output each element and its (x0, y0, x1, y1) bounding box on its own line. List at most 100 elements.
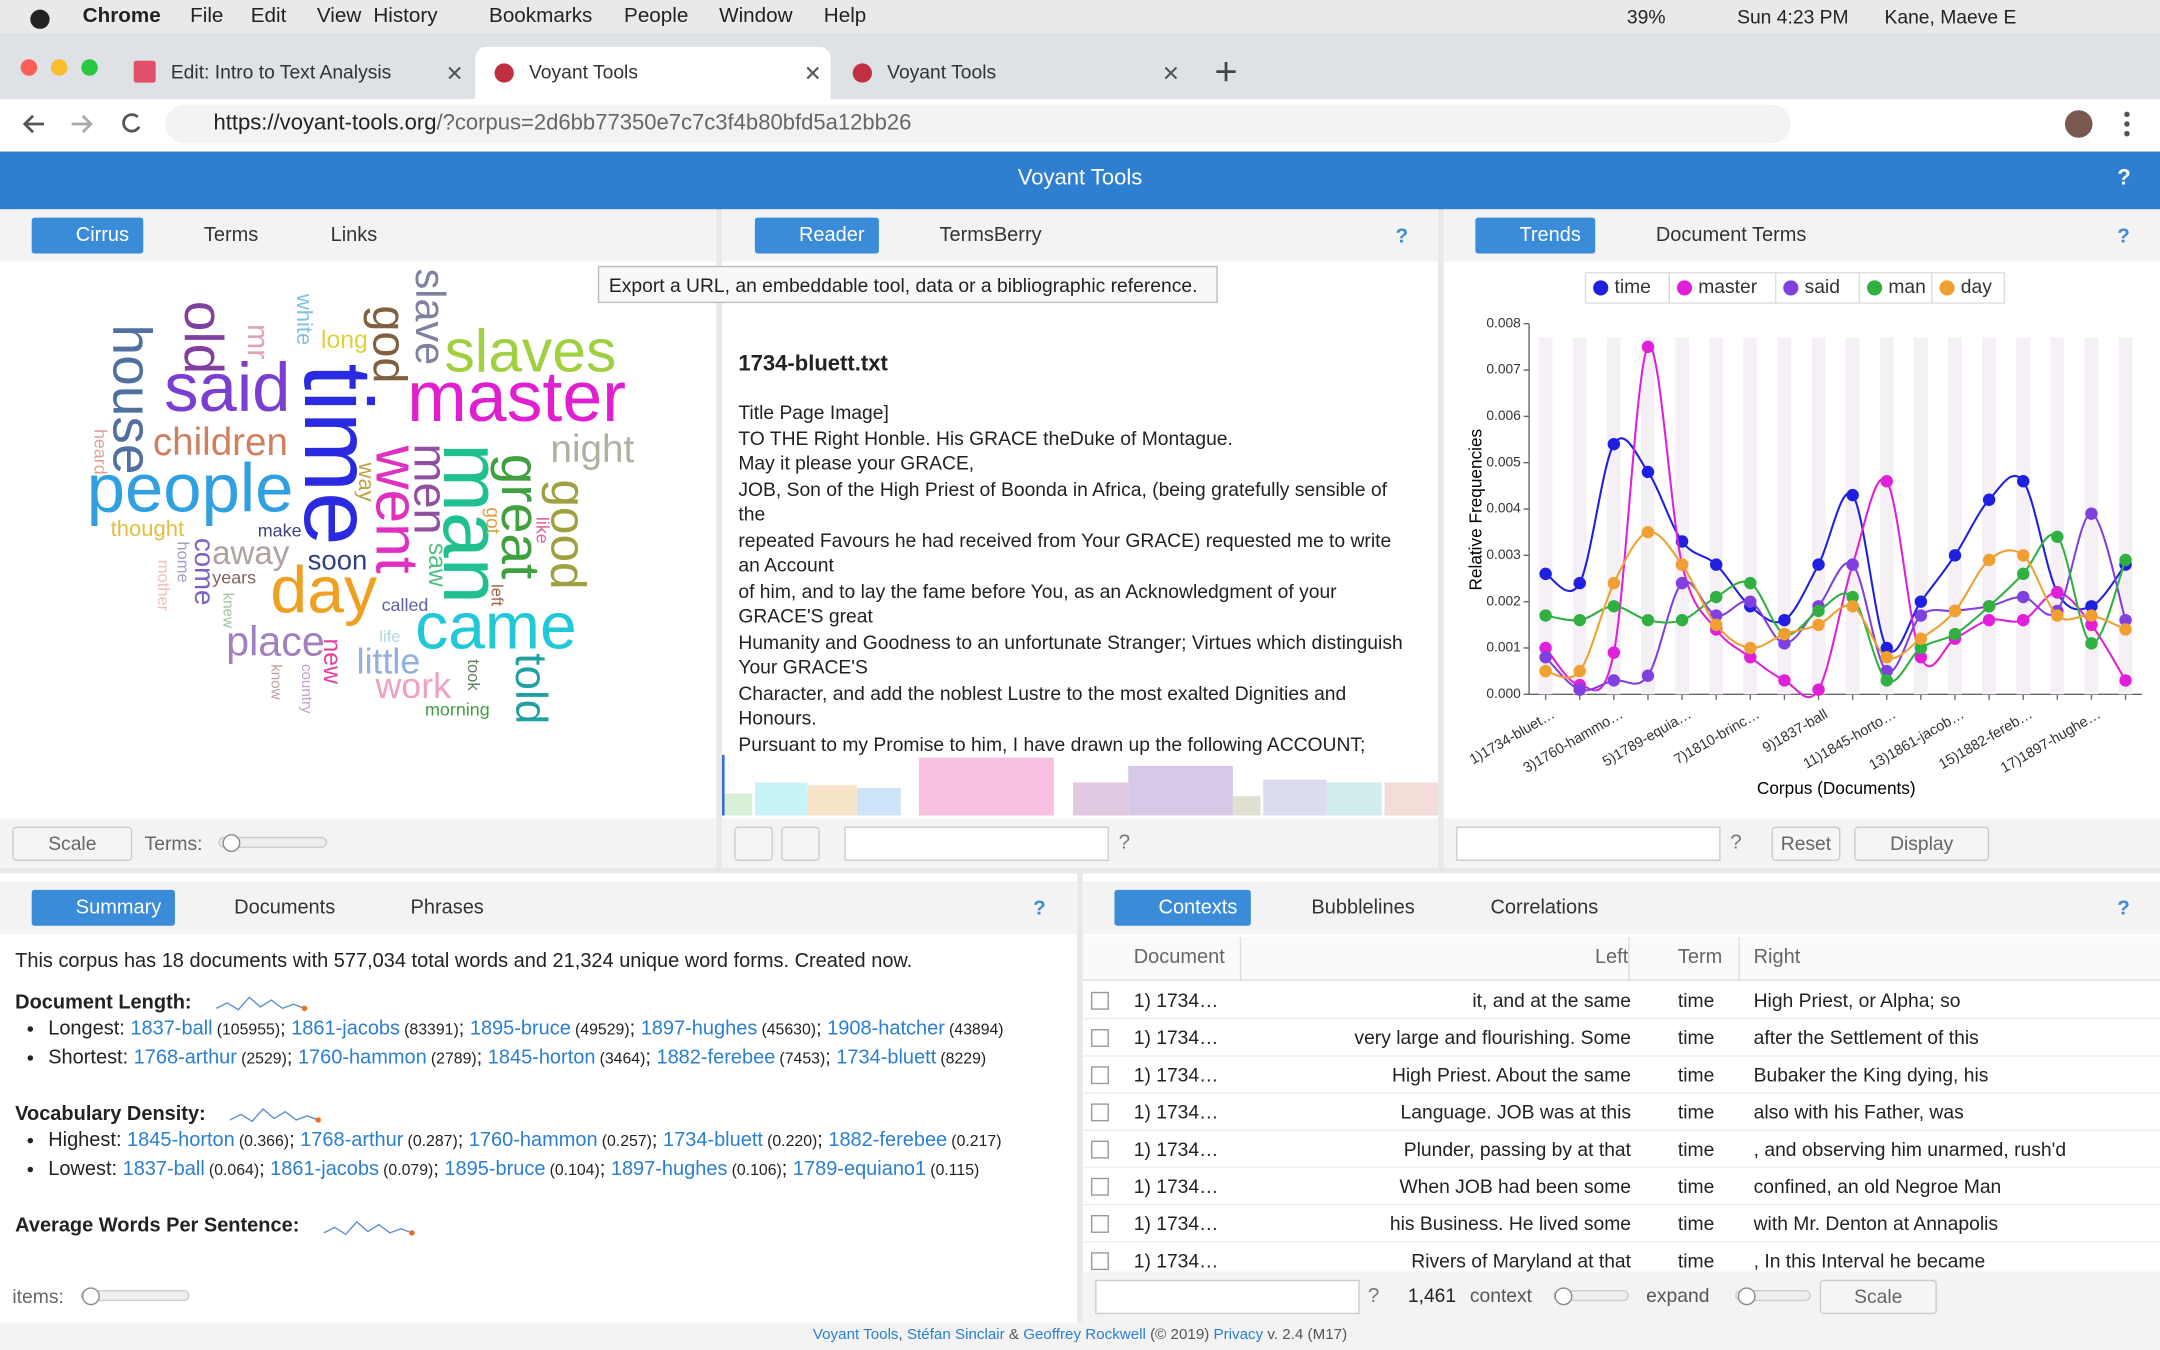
menu-item[interactable]: Bookmarks (489, 4, 593, 28)
doc-link[interactable]: 1837-ball (122, 1158, 205, 1181)
footer-link[interactable]: Stéfan Sinclair (906, 1326, 1005, 1344)
point[interactable] (1607, 576, 1621, 590)
point[interactable] (1880, 651, 1893, 664)
point[interactable] (1641, 613, 1655, 627)
point[interactable] (2085, 637, 2098, 650)
context-slider[interactable] (1548, 1284, 1631, 1309)
cloud-word[interactable]: slaves (444, 316, 616, 384)
reader-search[interactable] (844, 826, 1109, 861)
cloud-word[interactable]: great (490, 454, 552, 580)
cloud-word[interactable]: white (292, 293, 317, 345)
cloud-word[interactable]: place (226, 619, 325, 665)
point[interactable] (1607, 600, 1621, 613)
cloud-word[interactable]: morning (425, 700, 490, 720)
cloud-word[interactable]: master (407, 357, 626, 437)
menu-item[interactable]: History (373, 4, 438, 28)
help[interactable]: ? (2117, 224, 2130, 248)
cloud-word[interactable]: little (357, 641, 421, 681)
point[interactable] (1778, 674, 1791, 687)
point[interactable] (1744, 595, 1757, 608)
point[interactable] (1709, 618, 1723, 632)
cloud-word[interactable]: took (464, 659, 483, 691)
point[interactable] (1641, 669, 1655, 682)
point[interactable] (1914, 595, 1928, 608)
column-header[interactable]: Right (1753, 946, 1801, 969)
point[interactable] (1641, 340, 1655, 354)
doc-link[interactable]: 1897-hughes (640, 1018, 758, 1041)
panel-tab[interactable]: Documents (234, 896, 336, 919)
cloud-word[interactable]: home (173, 541, 192, 582)
cloud-word[interactable]: left (488, 584, 507, 606)
point[interactable] (1846, 558, 1859, 571)
point[interactable] (1539, 609, 1552, 622)
cloud-word[interactable]: years (212, 567, 256, 587)
point[interactable] (1778, 613, 1791, 627)
cloud-word[interactable]: soon (308, 544, 368, 575)
doc-link[interactable]: 1861-jacobs (270, 1158, 379, 1181)
scale-button[interactable]: Scale (12, 826, 133, 861)
point[interactable] (1812, 604, 1825, 618)
footer-link[interactable]: Voyant Tools (812, 1326, 899, 1344)
next-button[interactable] (781, 826, 820, 861)
doc-link[interactable]: 1897-hughes (610, 1158, 728, 1181)
expander[interactable] (1091, 991, 1109, 1010)
help[interactable]: ? (1033, 896, 1046, 921)
cloud-word[interactable]: come (189, 538, 220, 605)
point[interactable] (2051, 586, 2064, 599)
help[interactable]: ? (2117, 166, 2131, 191)
point[interactable] (1573, 683, 1586, 696)
doc-link[interactable]: 1760-hammon (468, 1130, 598, 1153)
cloud-word[interactable]: know (268, 664, 285, 699)
help[interactable]: ? (1118, 830, 1131, 855)
expand-slider[interactable] (1730, 1284, 1813, 1309)
point[interactable] (1539, 567, 1552, 581)
cloud-word[interactable]: slave (407, 269, 453, 365)
omnibox[interactable] (165, 104, 1791, 144)
active-tab[interactable]: Contexts (1114, 889, 1252, 926)
footer-link[interactable]: Geoffrey Rockwell (1023, 1326, 1146, 1344)
point[interactable] (1709, 590, 1723, 604)
menu-app[interactable]: Chrome (82, 4, 161, 28)
cloud-word[interactable]: old (173, 301, 235, 375)
point[interactable] (1744, 641, 1757, 655)
cloud-word[interactable]: house (102, 324, 164, 474)
active-tab[interactable]: Summary (31, 889, 176, 926)
point[interactable] (1641, 525, 1655, 539)
doc-link[interactable]: 1734-bluett (662, 1130, 763, 1153)
point[interactable] (2017, 549, 2030, 562)
expander[interactable] (1091, 1066, 1109, 1085)
point[interactable] (1982, 493, 1996, 506)
cloud-word[interactable]: knew (219, 593, 236, 628)
point[interactable] (1880, 664, 1893, 678)
doc-link[interactable]: 1845-horton (487, 1046, 596, 1069)
point[interactable] (1573, 576, 1586, 590)
point[interactable] (2051, 609, 2064, 622)
column-header[interactable]: Document (1133, 946, 1225, 969)
doc-link[interactable]: 1895-bruce (444, 1158, 546, 1181)
doc-link[interactable]: 1789-equiano1 (792, 1158, 927, 1181)
expander[interactable] (1091, 1029, 1109, 1047)
point[interactable] (2085, 507, 2098, 520)
cloud-word[interactable]: man (426, 443, 519, 604)
point[interactable] (1539, 651, 1552, 664)
cloud-word[interactable]: went (364, 445, 432, 574)
cloud-word[interactable]: said (164, 349, 290, 426)
doc-link[interactable]: 1760-hammon (297, 1046, 427, 1069)
panel-tab[interactable]: Document Terms (1655, 224, 1807, 247)
point[interactable] (1607, 674, 1621, 687)
doc-link[interactable]: 1768-arthur (300, 1130, 404, 1153)
expander[interactable] (1091, 1252, 1109, 1271)
display-button[interactable]: Display (1854, 826, 1990, 861)
expander[interactable] (1091, 1177, 1109, 1196)
cloud-word[interactable]: day (270, 554, 377, 628)
cloud-word[interactable]: life (379, 627, 400, 646)
point[interactable] (1607, 437, 1621, 451)
cloud-word[interactable]: children (153, 421, 288, 464)
doc-link[interactable]: 1768-arthur (133, 1046, 237, 1069)
panel-tab[interactable]: Correlations (1490, 896, 1599, 919)
point[interactable] (1573, 664, 1586, 678)
cloud-word[interactable]: god (363, 305, 415, 383)
point[interactable] (1744, 651, 1757, 664)
prev-button[interactable] (734, 826, 773, 861)
cloud-word[interactable]: thought (111, 516, 185, 541)
